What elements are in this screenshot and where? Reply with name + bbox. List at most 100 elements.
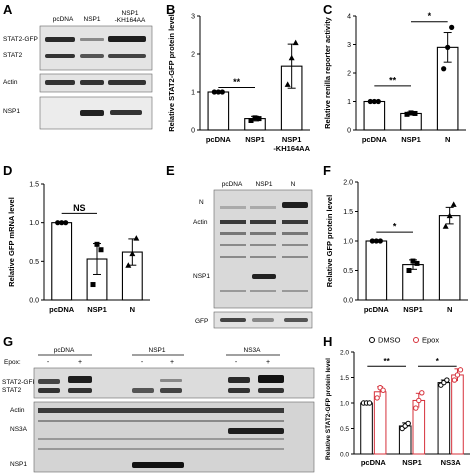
bar bbox=[207, 91, 230, 131]
legend-label: DMSO bbox=[378, 336, 401, 345]
chart-d: 0.0 0.5 1.0 1.5 Relative GFP mRNA level pcDNA… bbox=[7, 182, 150, 314]
data-point bbox=[375, 98, 381, 105]
panel-letter-e: E bbox=[166, 163, 175, 178]
blot-e-row-label: NSP1 bbox=[193, 273, 210, 280]
data-point bbox=[371, 98, 377, 105]
data-point bbox=[416, 397, 422, 404]
chart-h: 0.0 0.5 1.0 1.5 2.0 Relative STAT2-GFP protei… bbox=[325, 336, 470, 467]
data-point bbox=[125, 262, 132, 268]
y-tick-label: 2 bbox=[191, 52, 195, 59]
data-point bbox=[410, 258, 416, 264]
bar bbox=[363, 100, 386, 131]
data-point bbox=[446, 212, 453, 219]
bar bbox=[437, 382, 451, 455]
significance-label: * bbox=[436, 357, 440, 366]
y-tick-label: 1.5 bbox=[340, 375, 349, 382]
y-tick-label: 0.5 bbox=[29, 259, 39, 266]
western-blot-e: pcDNA NSP1 N N Actin NSP1 GFP bbox=[193, 181, 313, 329]
epox-sign: - bbox=[47, 359, 50, 366]
epox-sign: - bbox=[141, 359, 144, 366]
epox-label: Epox: bbox=[4, 359, 21, 366]
blot-a-row-label: NSP1 bbox=[3, 108, 20, 115]
y-tick-label: 0.0 bbox=[29, 298, 39, 305]
data-point bbox=[457, 367, 464, 373]
blot-e-lane-label: pcDNA bbox=[222, 181, 243, 188]
panel-letter-c: C bbox=[323, 2, 333, 17]
legend-label: Epox bbox=[422, 336, 439, 345]
bar bbox=[451, 374, 464, 455]
y-tick-label: 1 bbox=[191, 90, 195, 97]
x-tick-label: NS3A bbox=[441, 458, 462, 467]
panel-letter-a: A bbox=[3, 2, 13, 17]
data-point bbox=[288, 54, 295, 61]
data-point bbox=[444, 377, 450, 383]
data-point bbox=[211, 89, 217, 95]
y-tick-label: 0.5 bbox=[340, 426, 349, 433]
data-point bbox=[414, 260, 420, 266]
data-point bbox=[252, 115, 258, 121]
data-point bbox=[380, 387, 386, 393]
y-axis-label: Relative STAT2-GFP protein level bbox=[167, 14, 176, 132]
data-point bbox=[419, 390, 425, 396]
y-tick-label: 3 bbox=[191, 14, 195, 21]
x-tick-label: NSP1 bbox=[245, 135, 265, 144]
blot-a-lane-label: pcDNA bbox=[53, 16, 74, 23]
data-point bbox=[94, 241, 100, 247]
epox-sign: + bbox=[78, 359, 82, 366]
epox-sign: + bbox=[170, 359, 174, 366]
legend-marker bbox=[413, 337, 419, 343]
x-tick-label: NSP1 bbox=[401, 135, 421, 144]
epox-sign: - bbox=[235, 359, 238, 366]
data-point bbox=[63, 220, 69, 226]
y-tick-label: 2.0 bbox=[343, 180, 353, 187]
data-point bbox=[377, 238, 383, 244]
y-tick-label: 3 bbox=[347, 42, 351, 49]
y-axis-label: Relative GFP mRNA level bbox=[7, 197, 16, 287]
blot-a-lane-label: -KH164AA bbox=[115, 17, 146, 24]
y-tick-label: 0 bbox=[191, 128, 195, 135]
data-point bbox=[367, 98, 373, 105]
y-axis-label: Relative STAT2-GFP protein level bbox=[325, 358, 332, 460]
y-axis-label: Relative renilla reporter activity bbox=[323, 16, 332, 129]
y-tick-label: 1.0 bbox=[29, 220, 39, 227]
blot-g-row-label: Actin bbox=[10, 407, 25, 414]
data-point bbox=[256, 116, 262, 122]
chart-f: 0.0 0.5 1.0 1.5 2.0 Relative GFP protein leve… bbox=[325, 180, 468, 314]
data-point bbox=[441, 66, 447, 72]
data-point bbox=[369, 238, 375, 244]
data-point bbox=[406, 268, 412, 273]
data-point bbox=[59, 220, 65, 226]
x-tick-label: pcDNA bbox=[364, 305, 390, 314]
data-point bbox=[292, 39, 299, 46]
data-point bbox=[450, 201, 457, 207]
data-point bbox=[55, 220, 61, 226]
bar bbox=[373, 391, 387, 455]
significance-label: NS bbox=[73, 203, 86, 213]
bar bbox=[365, 240, 388, 301]
significance-label: * bbox=[393, 222, 397, 232]
bar bbox=[400, 112, 422, 131]
y-axis-label: Relative GFP protein level bbox=[325, 195, 334, 287]
x-tick-label: N bbox=[445, 135, 450, 144]
blot-a-strip bbox=[39, 25, 153, 71]
data-point bbox=[373, 238, 379, 244]
blot-a-row-label: STAT2 bbox=[3, 52, 23, 59]
panel-letter-f: F bbox=[323, 163, 331, 178]
bar bbox=[360, 402, 373, 455]
y-tick-label: 0 bbox=[347, 128, 351, 135]
x-tick-label: -KH164AA bbox=[273, 144, 310, 153]
x-tick-label: pcDNA bbox=[361, 458, 387, 467]
x-tick-label: NSP1 bbox=[403, 305, 423, 314]
x-tick-label: NSP1 bbox=[402, 458, 422, 467]
bar bbox=[438, 215, 461, 301]
chart-b: 0 1 2 3 Relative STAT2-GFP protein level pcDN… bbox=[167, 14, 311, 154]
data-point bbox=[215, 89, 221, 95]
data-point bbox=[412, 110, 418, 116]
data-point bbox=[454, 372, 461, 378]
blot-a-row-label: Actin bbox=[3, 79, 18, 86]
bar bbox=[51, 222, 73, 301]
data-point bbox=[90, 282, 96, 288]
y-tick-label: 1.0 bbox=[343, 239, 353, 246]
significance-label: ** bbox=[384, 357, 391, 366]
x-tick-label: NSP1 bbox=[282, 135, 302, 144]
